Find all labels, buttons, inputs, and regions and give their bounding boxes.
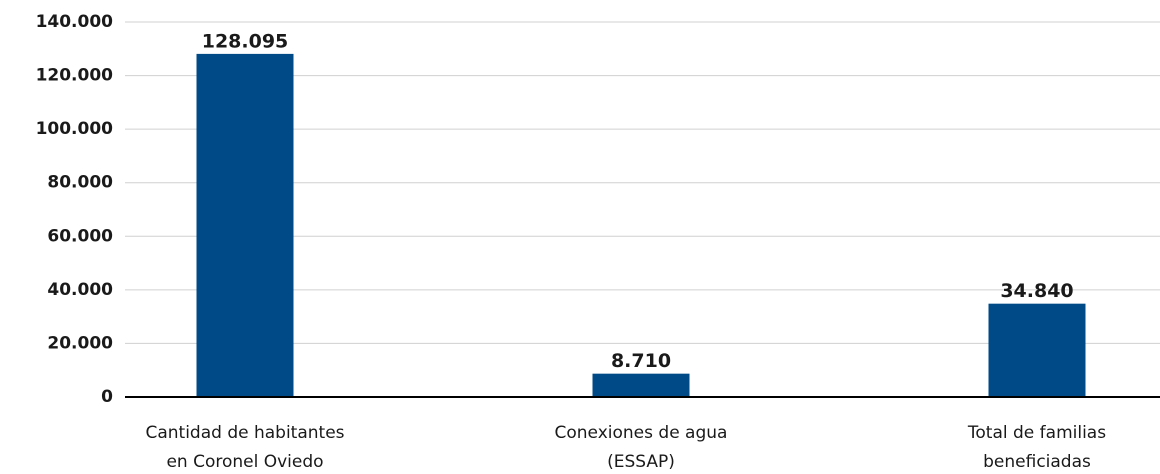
x-tick-line: (ESSAP): [607, 452, 675, 472]
bar: [988, 303, 1086, 397]
x-tick-label: Total de familias beneficiadas: [967, 423, 1106, 472]
x-tick-line: Total de familias: [967, 423, 1106, 443]
x-tick-line: beneficiadas: [983, 452, 1091, 472]
y-tick-label: 40.000: [47, 280, 113, 300]
x-tick-label: Cantidad de habitantes en Coronel Oviedo: [145, 423, 344, 472]
y-tick-label: 0: [101, 387, 113, 407]
y-tick-label: 80.000: [47, 173, 113, 193]
y-tick-label: 100.000: [36, 119, 114, 139]
y-tick-label: 20.000: [47, 333, 113, 353]
x-tick-label: Conexiones de agua (ESSAP): [555, 423, 728, 472]
x-tick-line: en Coronel Oviedo: [166, 452, 323, 472]
bar: [592, 373, 690, 397]
x-tick-line: Conexiones de agua: [555, 423, 728, 443]
value-label: 34.840: [1000, 280, 1073, 302]
y-tick-label: 120.000: [36, 66, 114, 86]
value-label: 8.710: [611, 350, 671, 372]
value-label: 128.095: [202, 30, 289, 52]
y-tick-label: 140.000: [36, 12, 114, 32]
x-tick-line: Cantidad de habitantes: [145, 423, 344, 443]
y-tick-label: 60.000: [47, 226, 113, 246]
bar: [196, 53, 294, 397]
